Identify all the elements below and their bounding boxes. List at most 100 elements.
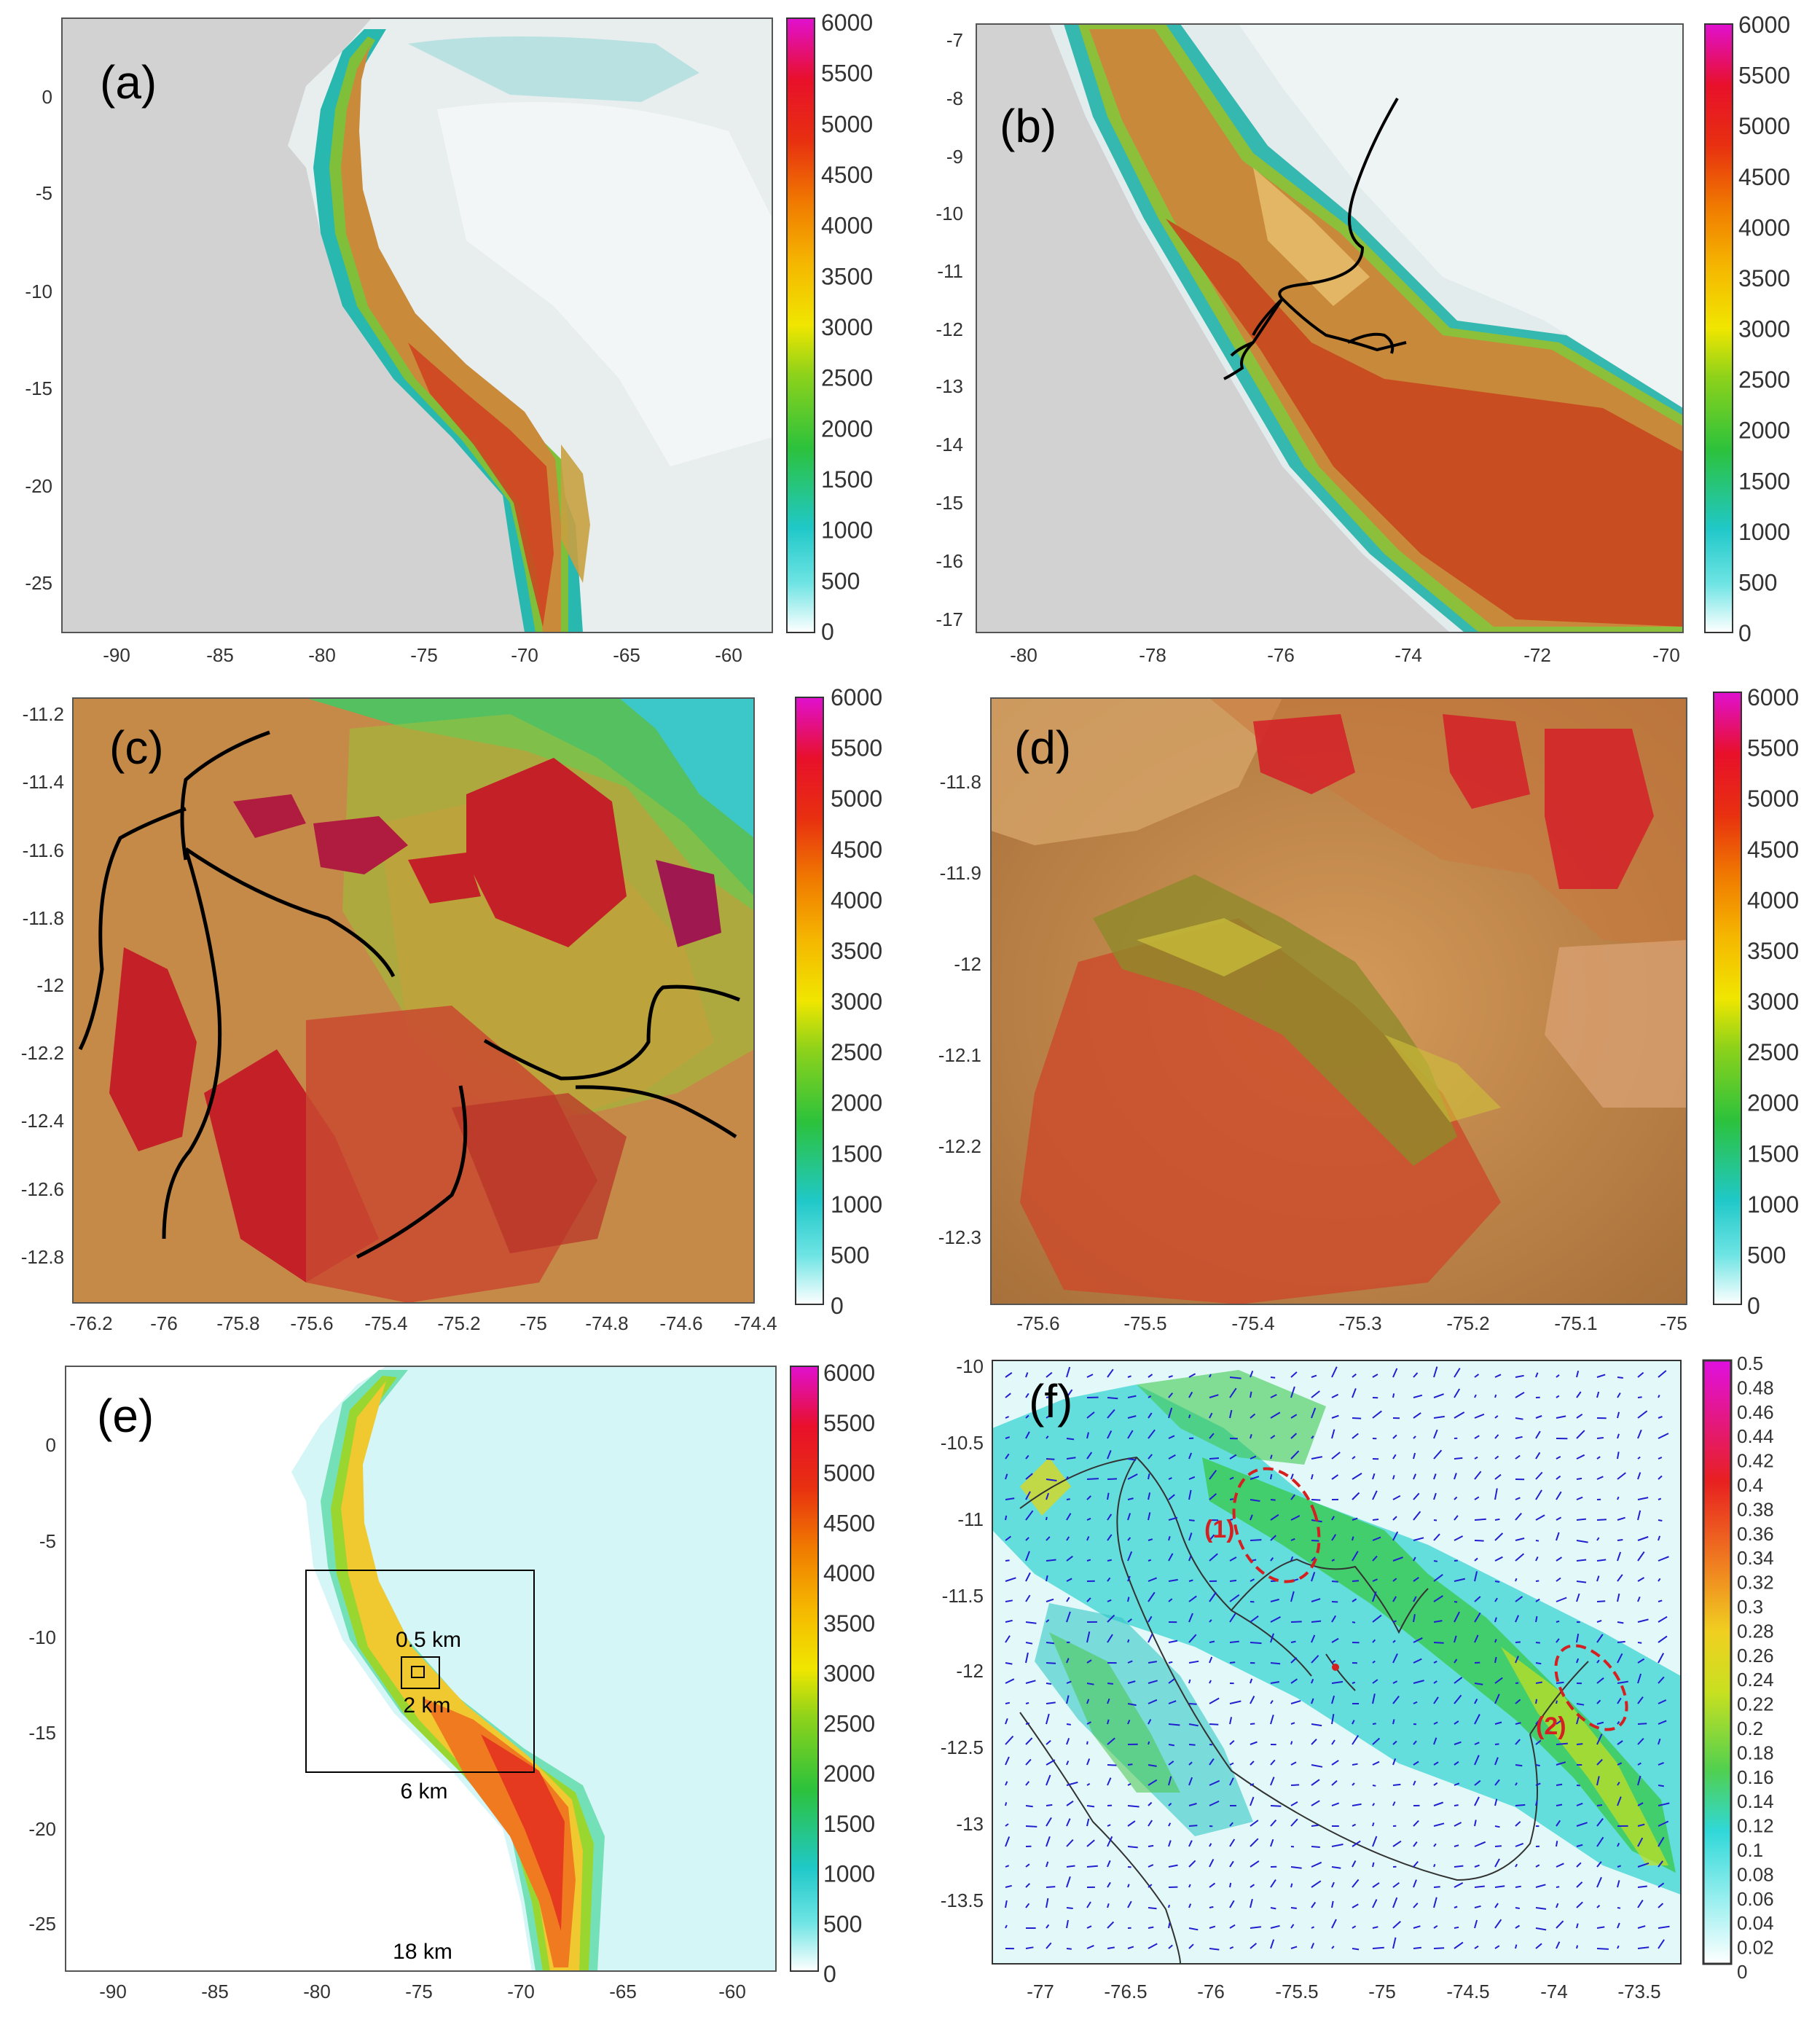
wind-vector xyxy=(1535,1943,1542,1949)
wind-vector xyxy=(1025,1883,1031,1888)
wind-vector xyxy=(1311,1620,1322,1623)
wind-vector xyxy=(1372,1490,1378,1500)
x-tick-label: -80 xyxy=(308,644,336,666)
x-tick-labels: -80 -78 -76 -74 -72 -70 xyxy=(1010,644,1680,666)
wind-vector xyxy=(1352,1492,1360,1500)
wind-vector xyxy=(1168,1407,1173,1419)
wind-vector xyxy=(1250,1615,1259,1623)
wind-vector xyxy=(1107,1719,1110,1725)
wind-vector xyxy=(1168,1392,1174,1398)
wind-vector xyxy=(1188,1777,1193,1786)
wind-vector xyxy=(1494,1798,1498,1806)
wind-vector xyxy=(1066,1839,1074,1847)
colorbar-tick-label: 0.48 xyxy=(1737,1376,1774,1398)
wind-vector xyxy=(1617,1720,1620,1725)
wind-vector xyxy=(1556,1761,1566,1766)
wind-vector xyxy=(1290,1924,1295,1929)
wind-vector xyxy=(1290,1700,1301,1704)
wind-vector xyxy=(1005,1393,1011,1398)
wind-vector xyxy=(1148,1719,1152,1725)
wind-vector xyxy=(1086,1758,1091,1766)
wind-vector xyxy=(1046,1803,1053,1806)
wind-vector xyxy=(1352,1517,1358,1521)
wind-vector xyxy=(1311,1861,1322,1868)
wind-vector xyxy=(1372,1862,1375,1868)
wind-vector xyxy=(1658,1860,1663,1868)
wind-vector xyxy=(1596,1699,1601,1704)
wind-vector xyxy=(1433,1620,1443,1623)
wind-vector xyxy=(1250,1578,1255,1582)
panel-b: (b) -80 -78 -76 -74 -72 -70 -7 -8 -9 -10 -11 -12 -1… xyxy=(936,12,1790,666)
wind-vector xyxy=(1352,1720,1355,1725)
x-tick-label: -75.6 xyxy=(290,1312,333,1334)
wind-vector xyxy=(1494,1455,1499,1460)
wind-vector xyxy=(1433,1924,1438,1929)
wind-vector xyxy=(1637,1837,1644,1847)
wind-vector xyxy=(1209,1843,1212,1847)
wind-vector xyxy=(1556,1903,1559,1908)
wind-vector xyxy=(1188,1519,1195,1521)
wind-vector xyxy=(1454,1782,1460,1786)
wind-vector xyxy=(1494,1945,1500,1949)
wind-vector xyxy=(1413,1436,1416,1439)
wind-vector xyxy=(1658,1519,1663,1521)
wind-vector xyxy=(1107,1946,1115,1949)
wind-vector xyxy=(1290,1538,1295,1541)
wind-vector xyxy=(1454,1658,1458,1664)
x-tick-label: -90 xyxy=(103,644,130,666)
wind-vector xyxy=(1515,1739,1521,1745)
wind-vector xyxy=(1086,1741,1089,1745)
wind-vector xyxy=(1148,1412,1153,1419)
colorbar xyxy=(1704,23,1733,633)
wind-vector xyxy=(1331,1866,1341,1869)
wind-vector xyxy=(1148,1699,1158,1704)
wind-vector xyxy=(1066,1438,1075,1441)
wind-vector xyxy=(1066,1761,1070,1766)
wind-vector xyxy=(1005,1781,1008,1786)
x-tick-label: -75.5 xyxy=(1123,1312,1166,1334)
wind-vector xyxy=(1637,1456,1641,1460)
wind-vector xyxy=(1025,1758,1032,1766)
wind-vector xyxy=(1617,1452,1620,1460)
wind-vector xyxy=(1392,1719,1395,1725)
wind-vector xyxy=(1352,1840,1361,1847)
wind-vector xyxy=(1168,1454,1176,1460)
wind-vector xyxy=(1413,1492,1420,1500)
colorbar-tick-label: 2000 xyxy=(823,1761,875,1787)
wind-vector xyxy=(1617,1433,1620,1439)
wind-vector xyxy=(1535,1662,1542,1665)
wind-vector xyxy=(1515,1803,1526,1806)
wind-vector xyxy=(1392,1740,1397,1745)
wind-vector xyxy=(1515,1436,1523,1439)
colorbar-tick-label: 2000 xyxy=(1747,1090,1799,1116)
wind-vector xyxy=(1229,1900,1235,1908)
wind-vector xyxy=(1392,1920,1401,1929)
wind-vector xyxy=(1392,1495,1401,1500)
colorbar-tick-label: 3500 xyxy=(1738,265,1790,291)
wind-vector xyxy=(1658,1882,1665,1888)
wind-vector xyxy=(1454,1496,1458,1500)
wind-vector xyxy=(1494,1597,1498,1602)
wind-vector xyxy=(1576,1923,1579,1929)
wind-vector xyxy=(1168,1598,1173,1602)
wind-vector xyxy=(1372,1693,1376,1704)
wind-vector xyxy=(1535,1907,1547,1910)
wind-vector xyxy=(1637,1410,1648,1419)
wind-vector xyxy=(1127,1537,1131,1541)
wind-vector xyxy=(1311,1943,1315,1949)
y-tick-label: -12.3 xyxy=(938,1226,981,1248)
wind-vector xyxy=(1474,1518,1486,1521)
wind-vector xyxy=(1005,1678,1015,1684)
y-tick-label: -10.5 xyxy=(941,1432,984,1454)
wind-vector xyxy=(1250,1514,1253,1521)
wind-vector xyxy=(1413,1740,1417,1745)
wind-vector xyxy=(1066,1876,1071,1888)
wind-vector xyxy=(1617,1680,1628,1684)
wind-vector xyxy=(1005,1836,1011,1847)
wind-vector xyxy=(1576,1540,1588,1543)
wind-vector xyxy=(1433,1843,1437,1847)
y-tick-label: 0 xyxy=(42,86,52,108)
wind-vector xyxy=(1188,1579,1193,1582)
y-tick-label: -13.5 xyxy=(941,1889,984,1911)
wind-vector xyxy=(1413,1820,1419,1827)
